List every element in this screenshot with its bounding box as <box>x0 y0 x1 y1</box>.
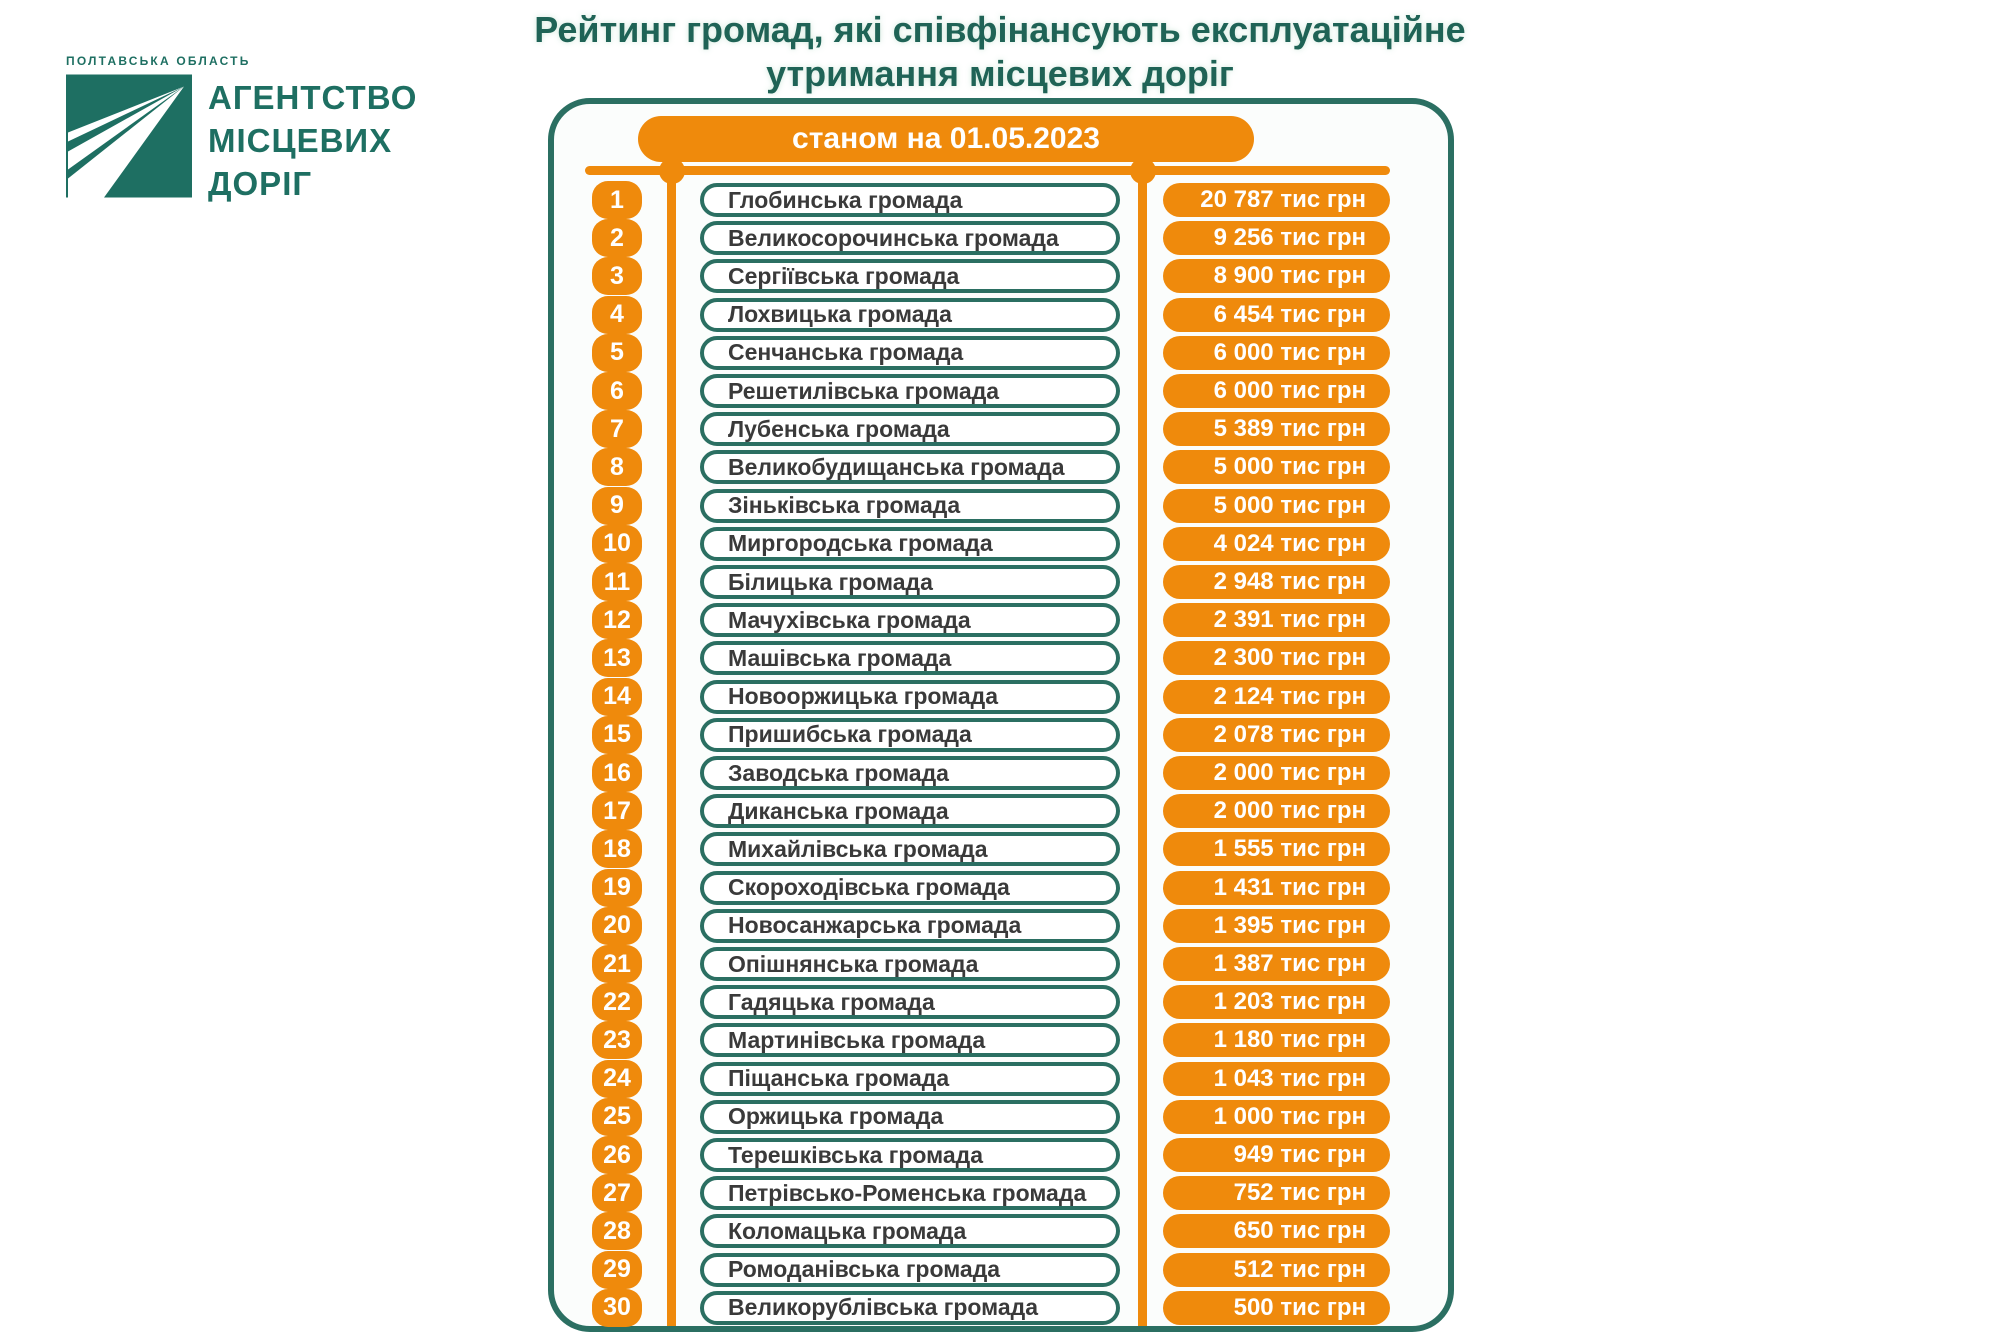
page-title-line-2: утримання місцевих доріг <box>766 53 1234 94</box>
right-connector-line <box>1138 166 1147 1326</box>
left-junction-dot <box>659 158 685 184</box>
region-label: ПОЛТАВСЬКА ОБЛАСТЬ <box>66 54 251 68</box>
page-title: Рейтинг громад, які співфінансують експл… <box>400 8 1600 96</box>
road-icon <box>66 74 192 198</box>
left-connector-line <box>667 166 676 1326</box>
right-junction-dot <box>1130 158 1156 184</box>
ranking-panel <box>548 98 1454 1332</box>
date-badge: станом на 01.05.2023 <box>638 116 1254 162</box>
agency-name: АГЕНТСТВО МІСЦЕВИХ ДОРІГ <box>208 76 417 205</box>
agency-name-line-2: МІСЦЕВИХ <box>208 122 393 159</box>
page-title-line-1: Рейтинг громад, які співфінансують експл… <box>534 9 1466 50</box>
agency-name-line-1: АГЕНТСТВО <box>208 79 418 116</box>
top-connector-line <box>585 166 1390 175</box>
agency-name-line-3: ДОРІГ <box>208 165 313 202</box>
